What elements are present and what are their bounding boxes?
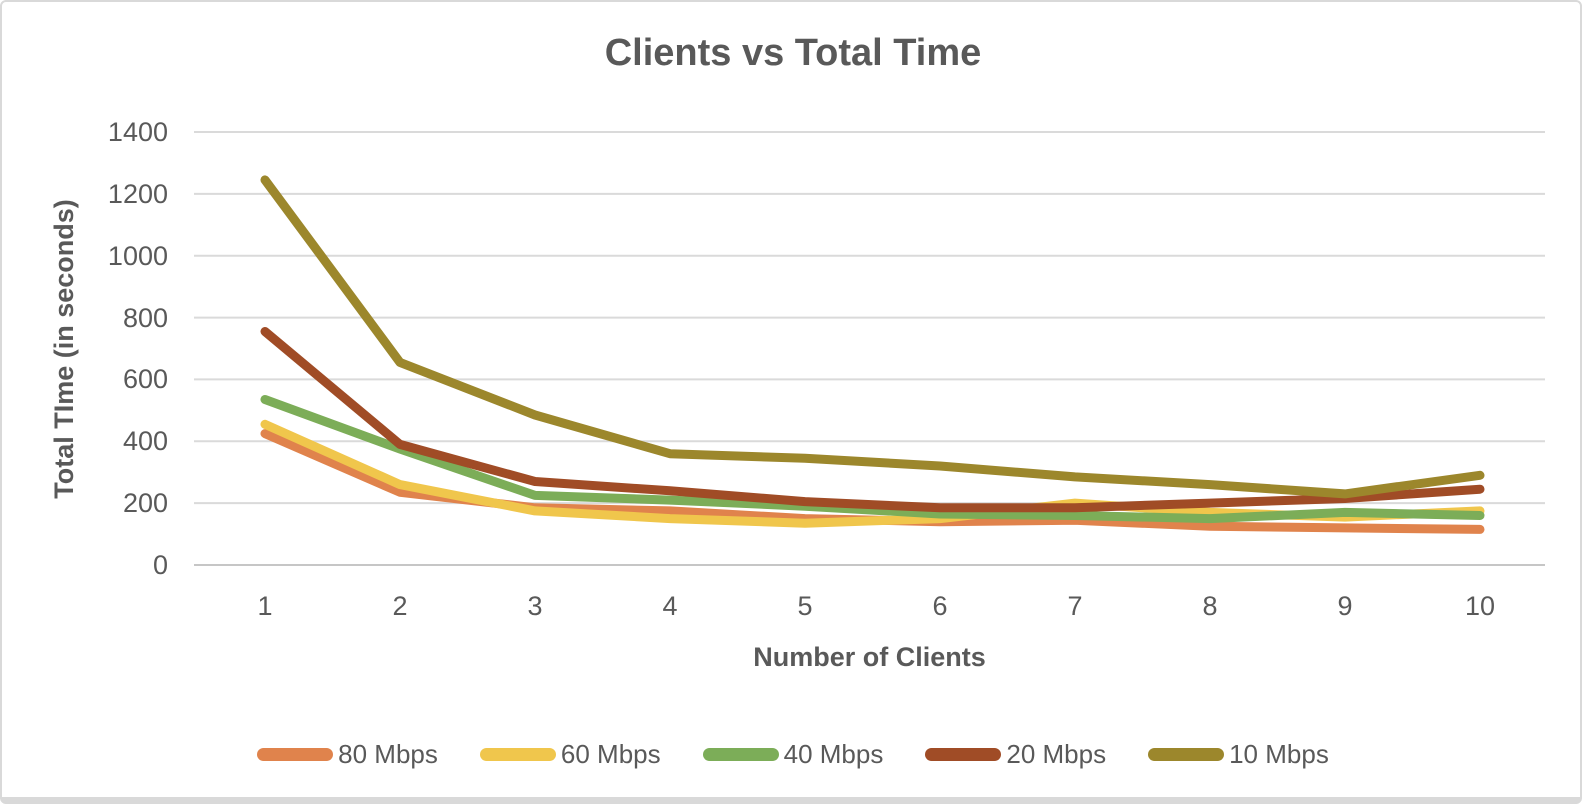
legend-label: 20 Mbps xyxy=(1006,739,1107,769)
legend-swatch-icon xyxy=(925,747,1002,761)
x-tick-label: 10 xyxy=(1464,591,1496,621)
legend-label: 10 Mbps xyxy=(1229,739,1329,769)
x-tick-label: 6 xyxy=(932,591,948,621)
series-line-10-mbps xyxy=(260,175,1485,499)
legend-label: 40 Mbps xyxy=(783,739,884,769)
legend-swatch-icon xyxy=(257,747,334,761)
legend-item-60-mbps: 60 Mbps xyxy=(479,739,661,769)
y-tick-label: 800 xyxy=(122,302,168,333)
legend-swatch-icon xyxy=(702,747,779,761)
y-tick-label: 400 xyxy=(122,426,168,457)
x-tick-label: 7 xyxy=(1067,591,1083,621)
y-tick-label: 1200 xyxy=(107,178,168,209)
y-tick-label: 0 xyxy=(152,550,168,580)
legend-swatch-icon xyxy=(1148,747,1225,761)
chart-title: Clients vs Total Time xyxy=(604,32,982,74)
legend-swatch-icon xyxy=(479,747,556,761)
y-tick-label: 1000 xyxy=(107,240,168,271)
x-tick-label: 4 xyxy=(662,591,678,621)
x-tick-label: 1 xyxy=(257,591,273,621)
legend-item-80-mbps: 80 Mbps xyxy=(257,739,438,769)
x-axis-title: Number of Clients xyxy=(753,642,986,672)
legend: 80 Mbps 60 Mbps 40 Mbps 20 Mbps 10 Mbps xyxy=(2,739,1580,769)
series-line-40-mbps xyxy=(260,395,1485,524)
legend-label: 80 Mbps xyxy=(338,739,438,769)
legend-label: 60 Mbps xyxy=(560,739,661,769)
legend-item-10-mbps: 10 Mbps xyxy=(1148,739,1329,769)
x-tick-label: 9 xyxy=(1337,591,1353,621)
legend-item-20-mbps: 20 Mbps xyxy=(925,739,1106,769)
legend-item-40-mbps: 40 Mbps xyxy=(702,739,884,769)
y-tick-label: 1400 xyxy=(107,117,168,147)
x-tick-label: 3 xyxy=(527,591,543,621)
x-tick-label: 5 xyxy=(797,591,813,621)
y-axis-title: Total TIme (in seconds) xyxy=(49,199,79,499)
y-tick-label: 600 xyxy=(122,364,168,395)
x-tick-label: 8 xyxy=(1202,591,1218,621)
x-tick-label: 2 xyxy=(392,591,408,621)
series-line-20-mbps xyxy=(260,327,1485,513)
y-tick-label: 200 xyxy=(122,488,168,519)
